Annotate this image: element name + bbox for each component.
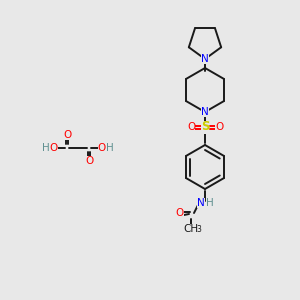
- Text: H: H: [106, 143, 114, 153]
- Text: N: N: [201, 107, 209, 117]
- Text: O: O: [187, 122, 195, 132]
- Text: O: O: [176, 208, 184, 218]
- Text: N: N: [197, 198, 205, 208]
- Text: O: O: [215, 122, 223, 132]
- Text: O: O: [98, 143, 106, 153]
- Text: O: O: [50, 143, 58, 153]
- Text: H: H: [42, 143, 50, 153]
- Text: O: O: [85, 156, 93, 166]
- Text: O: O: [63, 130, 71, 140]
- Text: S: S: [201, 121, 209, 134]
- Text: H: H: [206, 198, 214, 208]
- Text: N: N: [201, 54, 209, 64]
- Text: 3: 3: [196, 226, 201, 235]
- Text: CH: CH: [183, 224, 199, 234]
